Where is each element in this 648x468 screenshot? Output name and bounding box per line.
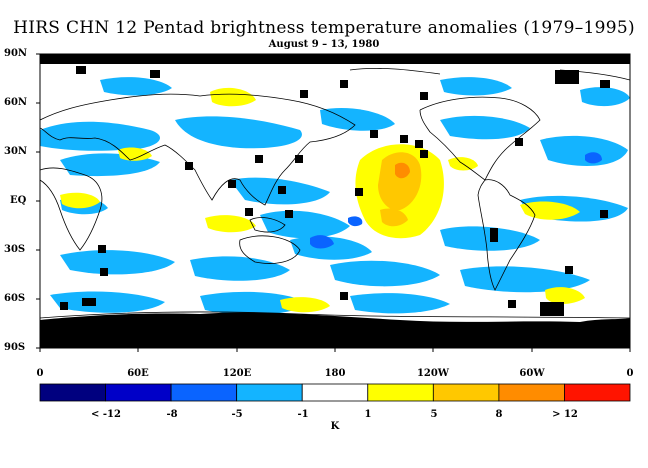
lon-label-60w: 60W [519, 368, 545, 379]
colorbar-label-neg5: -5 [231, 409, 243, 420]
strong-positive-patches [395, 162, 410, 179]
colorbar-swatch [236, 383, 303, 402]
lat-label-60s: 60S [4, 293, 26, 304]
strong-negative-patches [310, 152, 602, 249]
colorbar-swatch [564, 383, 631, 402]
colorbar-swatch [105, 383, 172, 402]
colorbar-label-1: 1 [364, 409, 372, 420]
colorbar-swatch [367, 383, 434, 402]
lat-label-30n: 30N [4, 146, 28, 157]
lon-label-120e: 120E [222, 368, 252, 379]
colorbar-unit: K [330, 421, 340, 432]
colorbar-swatch [170, 383, 238, 402]
colorbar-label-5: 5 [430, 409, 438, 420]
colorbar-label-gt-12: > 12 [552, 409, 578, 420]
lat-label-90n: 90N [4, 48, 28, 59]
colorbar-label-8: 8 [495, 409, 503, 420]
continent-outlines [40, 67, 630, 319]
colorbar-label-lt-12: < -12 [91, 409, 121, 420]
lat-label-30s: 30S [4, 244, 26, 255]
lon-label-180: 180 [324, 368, 346, 379]
lat-label-eq: EQ [10, 195, 27, 206]
axis-ticks [36, 53, 631, 352]
lon-label-120w: 120W [416, 368, 450, 379]
colorbar-swatch [498, 383, 565, 402]
map-title: HIRS CHN 12 Pentad brightness temperatur… [13, 18, 635, 38]
colorbar-label-neg1: -1 [297, 409, 309, 420]
colorbar-swatch [432, 383, 500, 402]
colorbar [39, 383, 631, 402]
moderate-positive-patches [378, 152, 422, 227]
lat-label-60n: 60N [4, 97, 28, 108]
lat-label-90s: 90S [4, 342, 26, 353]
map-subtitle: August 9 – 13, 1980 [268, 39, 380, 50]
colorbar-label-neg8: -8 [166, 409, 178, 420]
lon-label-0-east: 0 [626, 368, 634, 379]
missing-data [40, 54, 630, 348]
lon-label-60e: 60E [127, 368, 149, 379]
colorbar-swatch [39, 383, 106, 402]
colorbar-swatch [301, 383, 369, 402]
lon-label-0: 0 [36, 368, 44, 379]
